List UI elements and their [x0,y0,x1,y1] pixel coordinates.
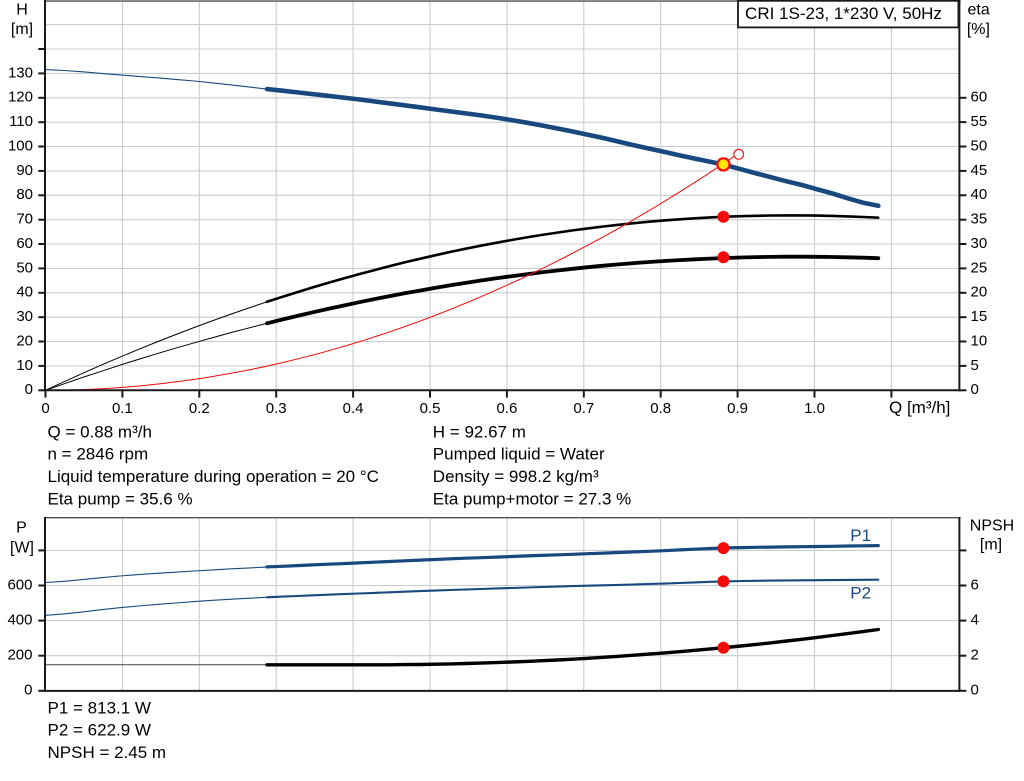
svg-text:50: 50 [971,137,988,154]
svg-text:25: 25 [971,259,988,276]
svg-text:NPSH = 2.45 m: NPSH = 2.45 m [48,743,167,762]
svg-text:60: 60 [16,235,33,252]
svg-text:P1: P1 [850,526,871,545]
svg-text:[%]: [%] [967,21,990,38]
svg-text:0.8: 0.8 [650,400,671,417]
svg-text:80: 80 [16,186,33,203]
svg-text:50: 50 [16,259,33,276]
svg-text:400: 400 [7,612,32,629]
svg-text:H: H [16,1,28,18]
svg-text:[m]: [m] [980,537,1002,554]
svg-text:0: 0 [971,682,979,699]
svg-text:0.7: 0.7 [573,400,594,417]
svg-text:60: 60 [971,89,988,106]
svg-text:0.4: 0.4 [343,400,364,417]
svg-text:40: 40 [16,284,33,301]
svg-text:10: 10 [16,357,33,374]
svg-text:30: 30 [16,308,33,325]
svg-text:45: 45 [971,162,988,179]
svg-text:35: 35 [971,211,988,228]
svg-text:0.3: 0.3 [266,400,287,417]
svg-text:[W]: [W] [10,540,34,557]
svg-text:Q [m³/h]: Q [m³/h] [889,398,950,417]
svg-text:0: 0 [25,381,33,398]
svg-text:20: 20 [16,332,33,349]
svg-text:2: 2 [971,647,979,664]
svg-text:5: 5 [971,357,979,374]
svg-text:0.6: 0.6 [496,400,517,417]
svg-text:40: 40 [971,186,988,203]
svg-text:0.2: 0.2 [189,400,210,417]
svg-text:55: 55 [971,113,988,130]
svg-text:130: 130 [8,64,33,81]
svg-text:4: 4 [971,612,979,629]
svg-text:110: 110 [9,113,33,130]
svg-text:10: 10 [971,332,988,349]
svg-text:Eta pump+motor = 27.3 %: Eta pump+motor = 27.3 % [433,489,631,508]
svg-text:Eta pump = 35.6 %: Eta pump = 35.6 % [48,489,193,508]
svg-text:P: P [16,520,27,537]
svg-text:1.0: 1.0 [804,400,825,417]
svg-text:120: 120 [8,89,33,106]
svg-text:0.5: 0.5 [420,400,441,417]
svg-text:15: 15 [971,308,988,325]
svg-text:P2: P2 [850,584,871,603]
svg-text:0: 0 [41,400,49,417]
svg-text:30: 30 [971,235,988,252]
svg-text:n = 2846 rpm: n = 2846 rpm [48,445,149,464]
svg-text:NPSH: NPSH [970,517,1014,534]
svg-text:H = 92.67 m: H = 92.67 m [433,422,526,441]
svg-text:0: 0 [971,381,979,398]
svg-text:Density = 998.2 kg/m³: Density = 998.2 kg/m³ [433,467,599,486]
svg-text:100: 100 [8,137,33,154]
svg-text:0.1: 0.1 [112,400,133,417]
svg-text:0.9: 0.9 [727,400,748,417]
svg-text:70: 70 [16,211,33,228]
svg-text:Q = 0.88 m³/h: Q = 0.88 m³/h [48,422,152,441]
svg-text:P1 = 813.1 W: P1 = 813.1 W [48,698,151,717]
svg-text:[m]: [m] [11,21,33,38]
svg-text:600: 600 [7,576,32,593]
svg-text:Pumped liquid = Water: Pumped liquid = Water [433,445,605,464]
svg-text:200: 200 [7,647,32,664]
svg-text:Liquid temperature during oper: Liquid temperature during operation = 20… [48,467,379,486]
svg-text:20: 20 [971,284,988,301]
svg-text:eta: eta [967,1,989,18]
svg-text:6: 6 [971,576,979,593]
svg-text:0: 0 [24,682,32,699]
svg-text:CRI 1S-23, 1*230 V, 50Hz: CRI 1S-23, 1*230 V, 50Hz [745,4,942,23]
svg-text:P2 = 622.9 W: P2 = 622.9 W [48,721,151,740]
svg-text:90: 90 [16,162,33,179]
